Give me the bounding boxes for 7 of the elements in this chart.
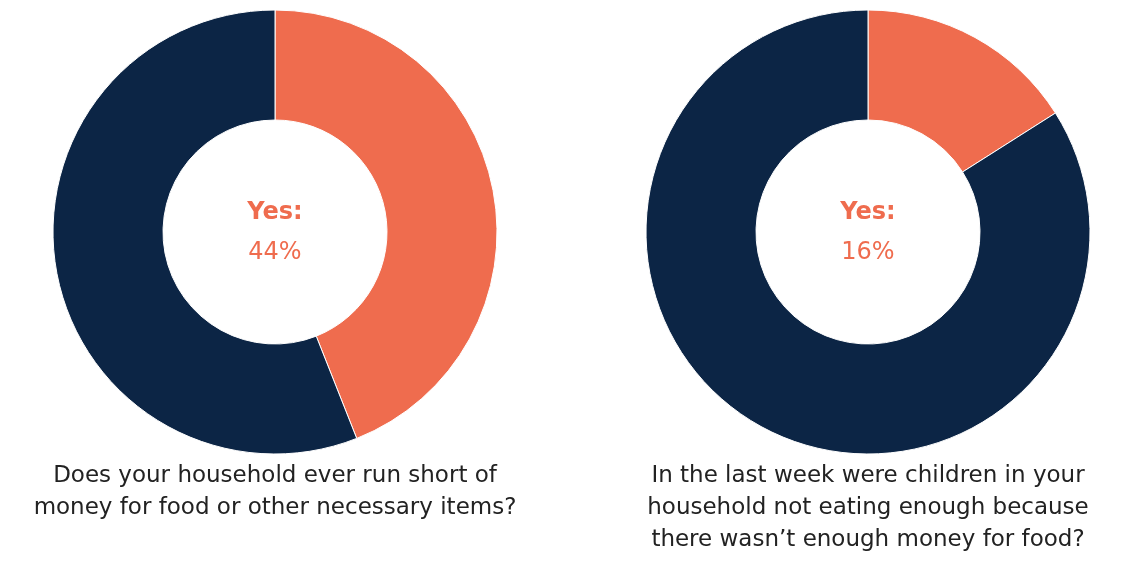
text: Yes: — [246, 197, 303, 225]
text: 44% — [248, 237, 302, 265]
donut-slice — [645, 9, 1091, 455]
text: In the last week were children in your household not eating enough because there wasn’t enough money for food? — [647, 461, 1089, 551]
text: Does your household ever run short of money for food or other necessary items? — [33, 461, 517, 519]
text: Yes: — [839, 197, 896, 225]
text: 16% — [841, 237, 895, 265]
